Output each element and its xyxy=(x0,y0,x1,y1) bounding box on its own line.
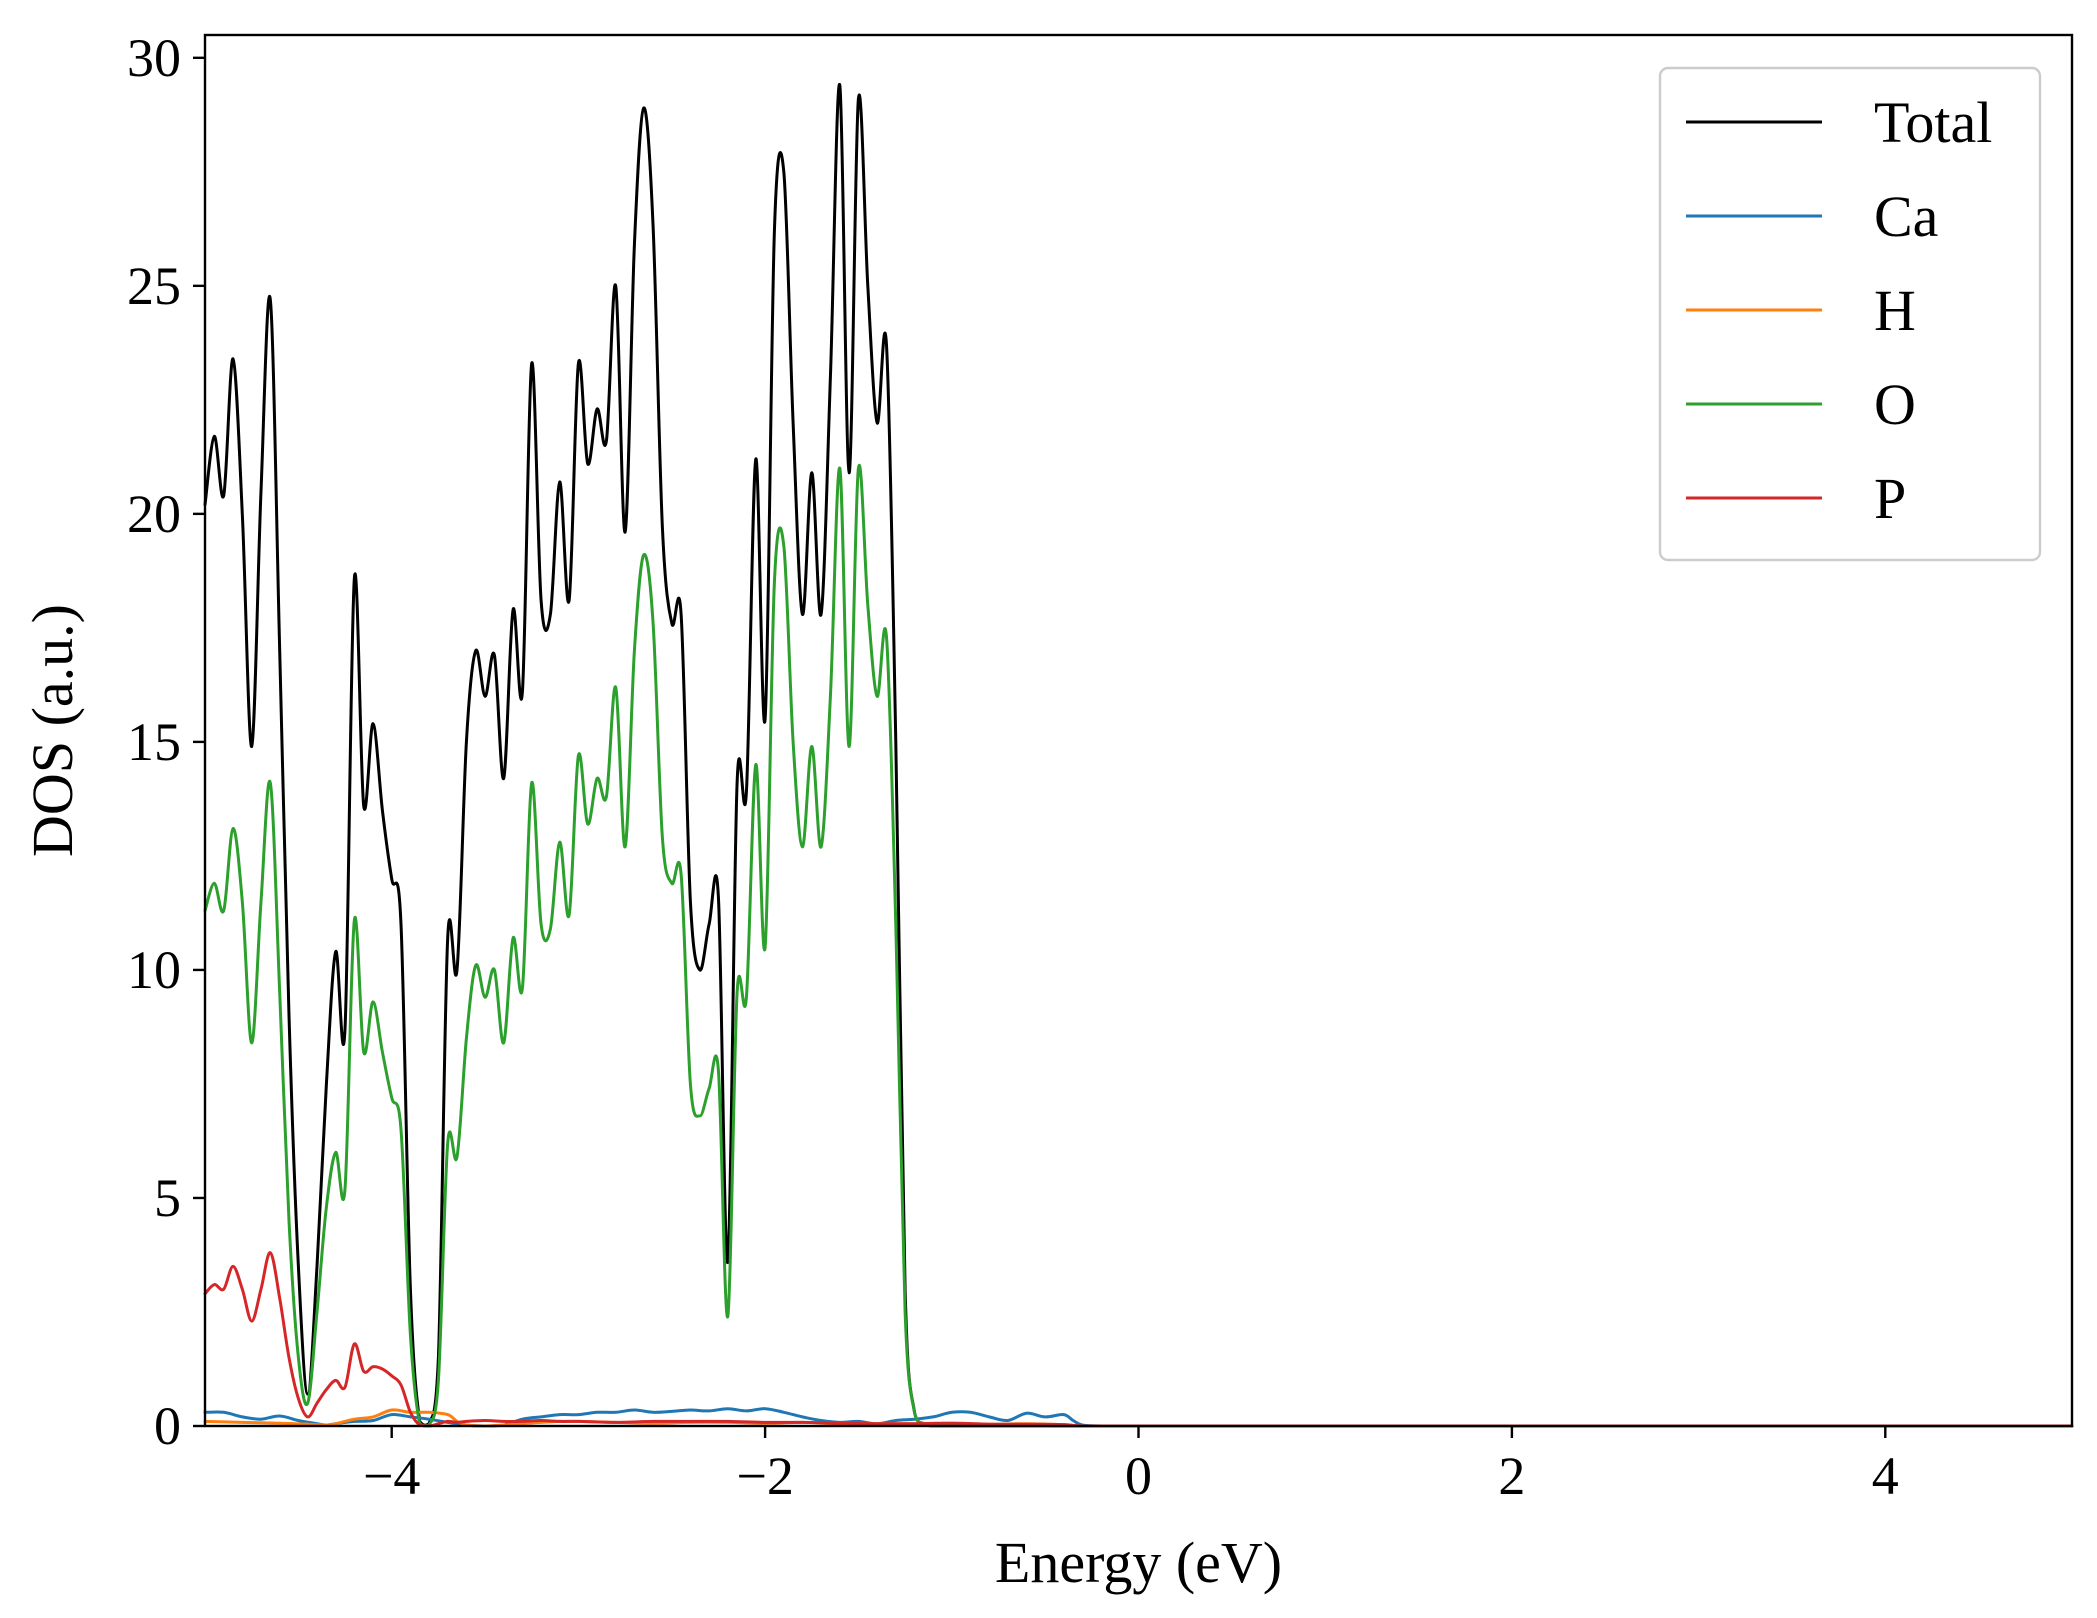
legend-label-o: O xyxy=(1874,372,1916,437)
legend-entries: Total Ca HOP xyxy=(1686,90,1992,531)
y-tick-label: 5 xyxy=(154,1168,181,1228)
y-axis-ticks: 0 5 10 15 20 25 30 xyxy=(127,28,205,1456)
series-line-p xyxy=(203,1251,2074,1428)
y-tick-label: 15 xyxy=(127,712,181,772)
x-tick-label: 0 xyxy=(1125,1446,1152,1506)
legend-label-ca: Ca xyxy=(1874,184,1938,249)
legend-label-h: H xyxy=(1874,278,1916,343)
x-tick-label: 4 xyxy=(1872,1446,1899,1506)
y-tick-label: 25 xyxy=(127,256,181,316)
legend-label-p: P xyxy=(1874,466,1906,531)
y-tick-label: 10 xyxy=(127,940,181,1000)
x-tick-label: −4 xyxy=(363,1446,420,1506)
legend: Total Ca HOP xyxy=(1658,66,2042,562)
series-line-ca xyxy=(203,1407,2074,1428)
x-tick-label: −2 xyxy=(736,1446,793,1506)
y-tick-label: 20 xyxy=(127,484,181,544)
legend-label-total: Total xyxy=(1874,90,1992,155)
y-axis-label: DOS (a.u.) xyxy=(20,604,85,857)
y-tick-label: 0 xyxy=(154,1396,181,1456)
x-tick-label: 2 xyxy=(1498,1446,1525,1506)
y-tick-label: 30 xyxy=(127,28,181,88)
legend-box xyxy=(1658,66,2042,562)
x-axis-ticks: −4 −2 0 2 4 xyxy=(363,1426,1899,1506)
x-axis-label: Energy (eV) xyxy=(995,1530,1282,1595)
